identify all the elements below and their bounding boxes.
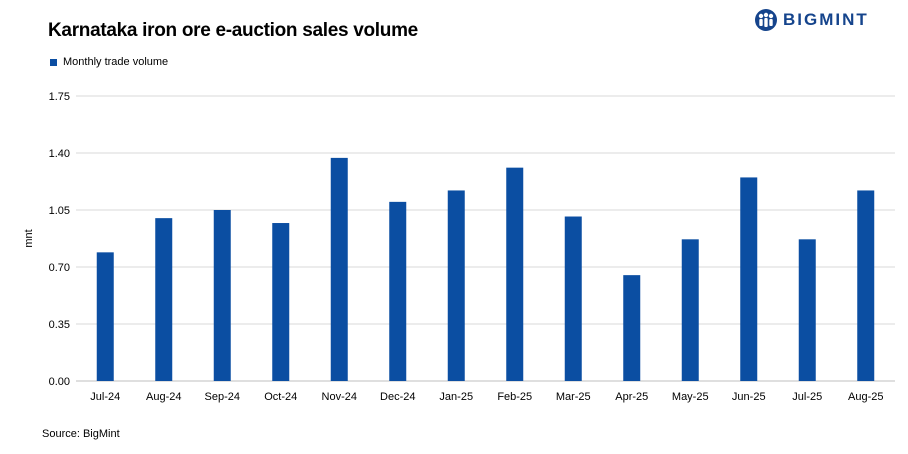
x-tick-label: Mar-25 [556, 391, 591, 403]
bar [389, 201, 407, 381]
bar [506, 167, 524, 381]
bar [857, 190, 875, 381]
bar [96, 252, 114, 381]
x-tick-label: Jun-25 [732, 391, 766, 403]
legend-swatch [50, 58, 57, 66]
bar [798, 239, 816, 381]
x-tick-label: Aug-25 [848, 391, 883, 403]
y-tick-label: 0.35 [49, 319, 70, 331]
bar [155, 218, 173, 381]
people-group-icon [755, 9, 777, 31]
x-tick-label: Aug-24 [146, 391, 181, 403]
bar [623, 275, 641, 381]
x-tick-label: Oct-24 [264, 391, 297, 403]
brand-name: BIGMINT [783, 10, 869, 29]
x-tick-label: Dec-24 [380, 391, 415, 403]
x-tick-label: Jul-24 [90, 391, 120, 403]
bar [740, 177, 758, 381]
x-tick-label: May-25 [672, 391, 709, 403]
bar [564, 216, 582, 381]
x-tick-label: Apr-25 [615, 391, 648, 403]
bar [447, 190, 465, 381]
chart-legend: Monthly trade volume [50, 56, 168, 68]
x-tick-label: Jan-25 [439, 391, 473, 403]
y-axis-label: mnt [23, 229, 35, 247]
bar [272, 223, 290, 381]
x-tick-label: Jul-25 [792, 391, 822, 403]
legend-label: Monthly trade volume [63, 56, 169, 68]
bar [213, 210, 231, 381]
bar [681, 239, 699, 381]
x-tick-label: Nov-24 [322, 391, 357, 403]
y-tick-label: 1.40 [49, 148, 70, 160]
y-tick-label: 0.00 [49, 376, 70, 388]
y-tick-label: 0.70 [49, 262, 70, 274]
y-tick-label: 1.75 [49, 91, 70, 103]
y-tick-label: 1.05 [49, 205, 70, 217]
x-tick-label: Sep-24 [205, 391, 240, 403]
chart-title: Karnataka iron ore e-auction sales volum… [48, 20, 418, 41]
brand-logo: BIGMINT [754, 8, 869, 32]
source-note: Source: BigMint [42, 428, 120, 440]
x-tick-label: Feb-25 [497, 391, 532, 403]
bar [330, 157, 348, 381]
